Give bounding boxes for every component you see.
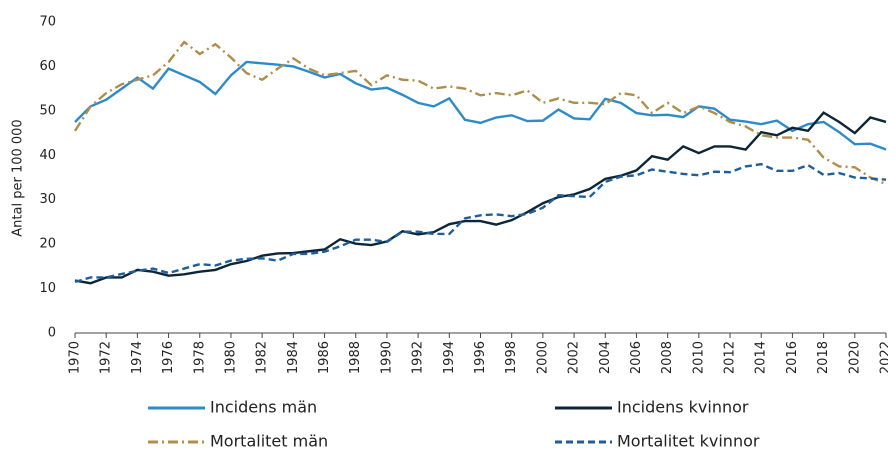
y-tick-label: 50 — [39, 103, 56, 118]
x-tick-label: 1988 — [348, 341, 363, 374]
y-axis-label: Antal per 100 000 — [11, 119, 26, 236]
x-tick-label: 2000 — [535, 341, 550, 374]
y-tick-label: 20 — [39, 237, 56, 252]
x-tick-label: 2010 — [691, 341, 706, 374]
y-tick-label: 60 — [39, 59, 56, 74]
legend-label: Incidens kvinnor — [617, 398, 749, 417]
x-tick-label: 1994 — [442, 341, 457, 374]
legend-label: Mortalitet män — [210, 432, 328, 451]
y-tick-label: 40 — [39, 148, 56, 163]
x-tick-label: 2016 — [785, 341, 800, 374]
y-tick-label: 30 — [39, 192, 56, 207]
x-tick-label: 2006 — [629, 341, 644, 374]
x-tick-label: 1990 — [379, 341, 394, 374]
x-tick-label: 1982 — [255, 341, 270, 374]
series-line — [74, 60, 887, 151]
x-tick-label: 2014 — [754, 341, 769, 374]
x-tick-label: 1972 — [99, 341, 114, 374]
x-tick-label: 1974 — [130, 341, 145, 374]
series-line — [74, 162, 887, 284]
y-tick-label: 70 — [39, 15, 56, 30]
x-tick-label: 2022 — [879, 341, 888, 374]
y-tick-label: 0 — [48, 326, 56, 341]
y-tick-label: 10 — [39, 281, 56, 296]
x-tick-label: 2002 — [567, 341, 582, 374]
x-tick-label: 1992 — [411, 341, 426, 374]
x-tick-label: 1996 — [473, 341, 488, 374]
x-tick-label: 1998 — [504, 341, 519, 374]
x-tick-label: 1978 — [192, 341, 207, 374]
x-tick-label: 2012 — [723, 341, 738, 374]
series-line — [74, 111, 887, 285]
x-tick-label: 2020 — [847, 341, 862, 374]
legend-label: Incidens män — [210, 398, 317, 417]
x-tick-label: 2008 — [660, 341, 675, 374]
x-tick-label: 1970 — [68, 341, 83, 374]
x-tick-label: 1984 — [286, 341, 301, 374]
x-tick-label: 1986 — [317, 341, 332, 374]
x-tick-label: 1980 — [223, 341, 238, 374]
legend-label: Mortalitet kvinnor — [617, 432, 760, 451]
x-tick-label: 2004 — [598, 341, 613, 374]
x-tick-label: 1976 — [161, 341, 176, 374]
x-tick-label: 2018 — [816, 341, 831, 374]
series-line — [73, 40, 887, 186]
